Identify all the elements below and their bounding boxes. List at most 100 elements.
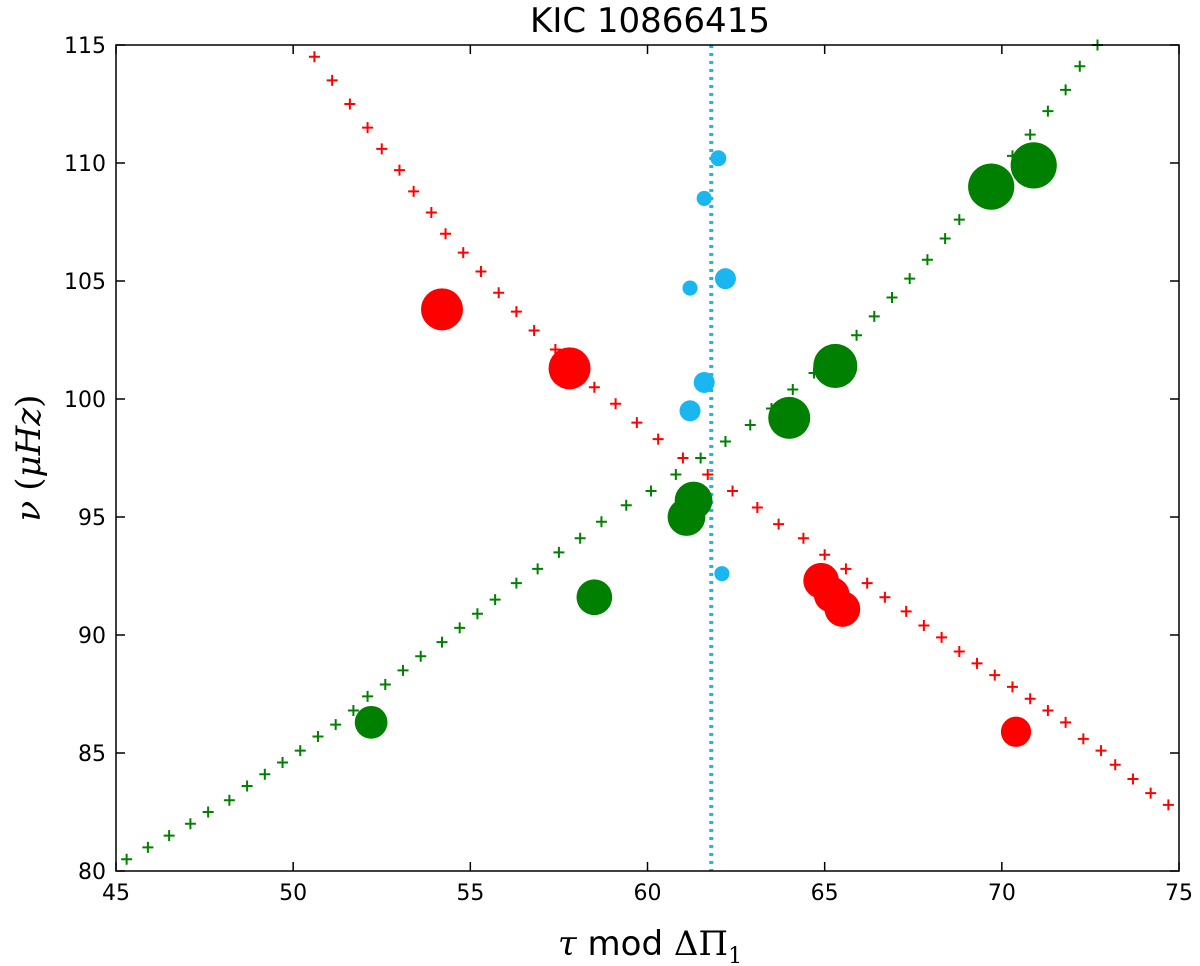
red-model-point (510, 306, 522, 318)
green-model-point (121, 853, 133, 865)
green-model-point (454, 622, 466, 634)
green-observed-point (674, 481, 713, 520)
green-observed-point (968, 163, 1015, 210)
green-model-point (744, 419, 756, 431)
green-model-point (142, 841, 154, 853)
red-model-point (1077, 733, 1089, 745)
red-model-point (677, 452, 689, 464)
red-model-point (1145, 787, 1157, 799)
green-model-point (184, 818, 196, 830)
y-tick-label: 90 (78, 624, 106, 649)
red-model-point (610, 398, 622, 410)
red-model-point (1024, 693, 1036, 705)
green-model-point (553, 546, 565, 558)
green-model-point (1024, 129, 1036, 141)
red-model-point (773, 518, 785, 530)
red-model-point (751, 502, 763, 514)
green-model-point (489, 594, 501, 606)
x-label-sub: 1 (728, 944, 742, 966)
green-model-point (868, 310, 880, 322)
red-model-point (953, 646, 965, 658)
y-tick-label: 110 (64, 152, 106, 177)
red-model-point (989, 669, 1001, 681)
red-model-point (440, 228, 452, 240)
x-tick-label: 50 (279, 881, 307, 906)
red-model-point (861, 577, 873, 589)
green-model-point (347, 705, 359, 717)
green-observed-point (813, 343, 858, 389)
green-model-point (471, 608, 483, 620)
green-model-point (953, 214, 965, 226)
green-model-point (904, 273, 916, 285)
y-tick-label: 85 (78, 742, 106, 767)
red-observed-point (548, 347, 591, 390)
cyan-observed-point (682, 280, 698, 296)
red-model-point (652, 433, 664, 445)
x-tick-label: 65 (811, 881, 839, 906)
y-tick-label: 95 (78, 506, 106, 531)
green-model-point (415, 650, 427, 662)
y-label-unit: μHz (9, 407, 49, 478)
y-axis-label: ν (μHz) (9, 395, 49, 522)
green-model-point (787, 384, 799, 396)
red-model-point (971, 657, 983, 669)
red-model-point (493, 287, 505, 299)
green-observed-point (1010, 142, 1057, 189)
x-tick-label: 45 (102, 881, 130, 906)
green-model-point (436, 636, 448, 648)
cyan-observed-point (710, 150, 727, 167)
red-model-point (425, 207, 437, 219)
cyan-observed-point (679, 400, 701, 422)
red-model-point (1060, 716, 1072, 728)
green-model-point (670, 469, 682, 481)
green-model-point (921, 254, 933, 266)
red-model-point (1162, 799, 1174, 811)
x-label-mod: mod (577, 924, 674, 964)
cyan-observed-point (714, 566, 730, 582)
cyan-observed-point (714, 268, 736, 290)
red-model-point (1095, 745, 1107, 757)
green-model-point (277, 756, 289, 768)
cyan-observed-point (696, 190, 712, 206)
green-model-point (294, 745, 306, 757)
y-label-nu: ν (9, 501, 49, 522)
green-observed-point (576, 579, 613, 616)
red-model-point (1127, 773, 1139, 785)
green-model-point (202, 806, 214, 818)
green-model-point (241, 780, 253, 792)
y-tick-label: 105 (64, 270, 106, 295)
green-model-point (695, 452, 707, 464)
red-model-point (528, 325, 540, 337)
green-model-point (532, 563, 544, 575)
green-model-point (1074, 60, 1086, 72)
red-model-point (1109, 759, 1121, 771)
green-model-point (223, 794, 235, 806)
red-model-point (362, 122, 374, 134)
red-observed-point (420, 288, 463, 331)
red-model-point (936, 631, 948, 643)
green-model-point (379, 679, 391, 691)
green-model-point (645, 485, 657, 497)
red-model-point (376, 143, 388, 155)
green-model-point (574, 532, 586, 544)
red-model-point (797, 532, 809, 544)
x-tick-label: 70 (988, 881, 1016, 906)
green-model-point (259, 768, 271, 780)
green-model-point (851, 329, 863, 341)
red-model-point (727, 485, 739, 497)
red-observed-point (824, 591, 861, 627)
red-model-point (308, 51, 320, 63)
model-markers-layer (121, 39, 1174, 865)
red-model-point (819, 549, 831, 561)
x-label-dpi: ΔΠ (674, 924, 728, 964)
tick-layer: 45 50 55 60 65 70 75 80 85 90 95 100 105 110 115 (64, 34, 1193, 906)
red-model-point (840, 563, 852, 575)
red-observed-point (1000, 716, 1032, 747)
red-model-point (1042, 705, 1054, 717)
red-model-point (879, 591, 891, 603)
green-model-point (939, 233, 951, 245)
green-model-point (886, 292, 898, 304)
green-model-point (510, 577, 522, 589)
red-model-point (393, 164, 405, 176)
red-model-point (588, 381, 600, 393)
